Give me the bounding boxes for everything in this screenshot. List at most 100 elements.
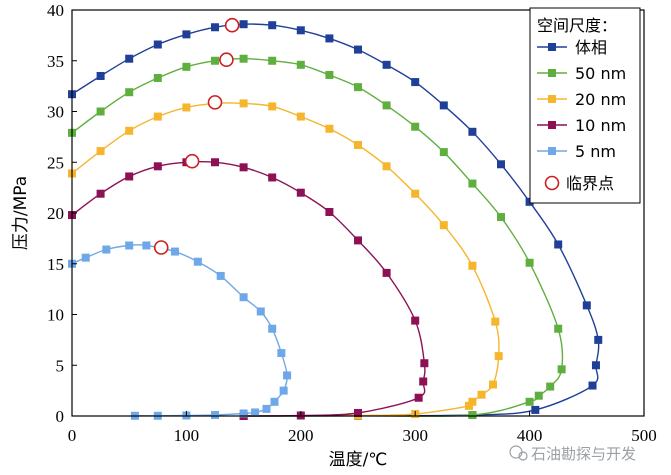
legend-label: 10 nm xyxy=(575,116,626,135)
data-point xyxy=(468,410,477,419)
data-point xyxy=(211,56,219,65)
data-point xyxy=(354,236,362,245)
data-point xyxy=(382,268,391,277)
critical-point-marker xyxy=(153,240,169,255)
data-point xyxy=(193,257,202,266)
data-point xyxy=(588,381,597,390)
data-point xyxy=(591,361,600,370)
series-line xyxy=(71,57,564,417)
data-point xyxy=(382,60,391,69)
y-axis-title: 压力/MPa xyxy=(11,176,31,250)
x-tick-label: 400 xyxy=(517,426,543,445)
data-point xyxy=(81,253,90,262)
data-point xyxy=(268,324,277,333)
data-point xyxy=(102,245,111,254)
data-point xyxy=(464,401,473,410)
wechat-icon xyxy=(509,445,523,459)
data-point xyxy=(382,101,391,110)
y-tick-label: 40 xyxy=(47,1,64,20)
data-point xyxy=(279,386,288,395)
data-point xyxy=(468,179,477,188)
data-point xyxy=(525,397,534,406)
data-point xyxy=(491,317,500,326)
data-point xyxy=(477,390,486,399)
data-point xyxy=(525,258,534,267)
data-point xyxy=(411,316,420,325)
data-point xyxy=(262,404,271,413)
data-point xyxy=(239,293,248,302)
legend-items: 体相 50 nm 20 nm 10 nm 5 nm 临界点 xyxy=(537,38,626,193)
legend-swatch-marker xyxy=(548,43,556,51)
data-point xyxy=(125,88,134,97)
x-axis-title: 温度/℃ xyxy=(329,450,388,470)
legend-label: 5 nm xyxy=(575,142,616,161)
data-point xyxy=(96,189,105,198)
data-point xyxy=(411,122,420,131)
data-point xyxy=(96,71,105,80)
legend-swatch-marker xyxy=(548,121,556,129)
critical-point-marker xyxy=(224,17,240,33)
y-tick-label: 35 xyxy=(47,52,64,71)
data-point xyxy=(96,147,105,156)
legend-swatch-marker xyxy=(548,95,556,103)
data-point xyxy=(216,271,225,280)
y-tick-label: 25 xyxy=(47,153,64,172)
y-tick-label: 30 xyxy=(47,103,64,122)
data-point xyxy=(239,20,248,29)
data-point xyxy=(468,261,477,270)
y-tick-label: 10 xyxy=(47,306,64,325)
data-point xyxy=(325,70,334,79)
y-tick-label: 5 xyxy=(56,356,65,375)
data-point xyxy=(354,408,362,417)
data-point xyxy=(268,102,277,111)
data-point xyxy=(382,162,391,171)
data-point xyxy=(468,127,477,136)
data-point xyxy=(296,188,305,197)
legend-label: 体相 xyxy=(575,38,607,57)
data-point xyxy=(296,112,305,121)
data-point xyxy=(283,371,292,380)
data-point xyxy=(494,352,503,361)
x-tick-label: 200 xyxy=(288,426,314,445)
data-point xyxy=(270,397,279,406)
data-point xyxy=(411,189,420,198)
series-markers xyxy=(68,20,603,420)
data-point xyxy=(170,247,179,256)
critical-point-marker xyxy=(207,95,223,110)
data-point xyxy=(296,26,305,35)
data-point xyxy=(325,34,334,43)
data-point xyxy=(182,62,191,71)
data-point xyxy=(468,397,477,406)
series-curves xyxy=(71,23,600,417)
data-point xyxy=(497,213,505,222)
data-point xyxy=(354,83,362,92)
data-point xyxy=(325,207,334,216)
data-point xyxy=(354,140,362,149)
x-tick-label: 300 xyxy=(402,426,428,445)
data-point xyxy=(268,21,277,30)
data-point xyxy=(239,99,248,108)
data-point xyxy=(554,324,563,333)
legend: 空间尺度： 体相 50 nm 20 nm 10 nm 5 nm 临界点 xyxy=(529,7,641,204)
legend-swatch-marker xyxy=(548,147,556,155)
data-point xyxy=(534,391,543,400)
data-point xyxy=(354,45,362,54)
data-point xyxy=(211,158,219,167)
data-point xyxy=(557,365,566,374)
data-point xyxy=(268,173,277,182)
x-tick-label: 500 xyxy=(631,426,657,445)
data-point xyxy=(153,74,162,83)
watermark: 石油勘探与开发 xyxy=(509,445,636,463)
data-point xyxy=(153,162,162,171)
data-point xyxy=(256,307,265,316)
data-point xyxy=(325,124,334,133)
data-point xyxy=(182,103,191,112)
data-point xyxy=(420,359,429,368)
critical-points xyxy=(153,17,240,255)
y-tick-label: 0 xyxy=(56,407,65,426)
data-point xyxy=(251,408,260,417)
data-point xyxy=(125,241,134,250)
data-point xyxy=(439,148,448,157)
data-point xyxy=(125,54,134,63)
